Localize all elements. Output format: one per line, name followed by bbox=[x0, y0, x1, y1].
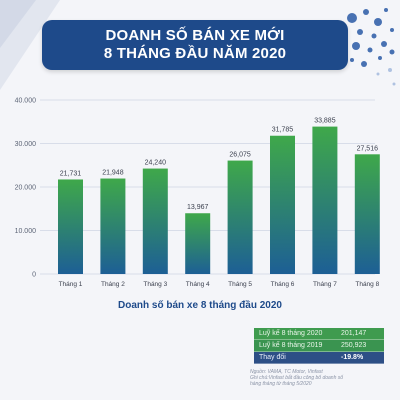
summary-table: Luỹ kế 8 tháng 2020 201,147 Luỹ kế 8 thá… bbox=[254, 328, 384, 364]
title-banner: DOANH SỐ BÁN XE MỚI 8 THÁNG ĐẦU NĂM 2020 bbox=[42, 20, 348, 70]
x-tick-label: Tháng 6 bbox=[271, 281, 295, 288]
note-line: hàng tháng từ tháng 5/2020 bbox=[250, 381, 312, 387]
x-tick-label: Tháng 1 bbox=[59, 281, 83, 288]
x-tick-label: Tháng 3 bbox=[143, 281, 167, 288]
y-tick-label: 40.000 bbox=[15, 98, 37, 105]
summary-row: Thay đổi -19.8% bbox=[254, 352, 384, 364]
bar bbox=[142, 168, 168, 274]
source-note: Nguồn: VAMA, TC Motor, Vinfast Ghi chú:V… bbox=[250, 369, 390, 387]
chart-title: Doanh số bán xe 8 tháng đầu 2020 bbox=[118, 300, 282, 311]
note-line: Ghi chú:Vinfast bắt đầu công bố doanh số bbox=[250, 375, 344, 381]
summary-label: Thay đổi bbox=[259, 354, 286, 361]
bar-value-label: 21,948 bbox=[102, 170, 124, 177]
page-title: DOANH SỐ BÁN XE MỚI 8 THÁNG ĐẦU NĂM 2020 bbox=[42, 27, 348, 63]
x-tick-label: Tháng 5 bbox=[228, 281, 252, 288]
y-tick-label: 20.000 bbox=[15, 185, 37, 192]
summary-value: 250,923 bbox=[341, 342, 367, 349]
bar-value-label: 21,731 bbox=[60, 170, 82, 177]
y-tick-label: 0 bbox=[32, 272, 36, 279]
x-tick-label: Tháng 8 bbox=[355, 281, 379, 288]
bar bbox=[312, 126, 338, 274]
x-tick-label: Tháng 4 bbox=[186, 281, 210, 288]
y-tick-label: 30.000 bbox=[15, 141, 37, 148]
bar-value-label: 27,516 bbox=[357, 145, 379, 152]
bar bbox=[354, 154, 380, 274]
summary-row: Luỹ kế 8 tháng 2019 250,923 bbox=[254, 340, 384, 352]
summary-change-value: -19.8% bbox=[341, 354, 364, 361]
bar-value-label: 31,785 bbox=[272, 127, 294, 134]
bar bbox=[58, 179, 83, 274]
title-line-2: 8 THÁNG ĐẦU NĂM 2020 bbox=[103, 45, 287, 62]
title-line-1: DOANH SỐ BÁN XE MỚI bbox=[105, 27, 285, 44]
bar-value-label: 26,075 bbox=[229, 152, 251, 159]
bar-value-label: 24,240 bbox=[145, 160, 167, 167]
summary-value: 201,147 bbox=[341, 330, 367, 337]
bar bbox=[185, 213, 211, 274]
x-tick-label: Tháng 7 bbox=[313, 281, 337, 288]
bar bbox=[270, 135, 295, 274]
bar bbox=[227, 160, 253, 274]
summary-label: Luỹ kế 8 tháng 2019 bbox=[259, 342, 323, 349]
summary-row: Luỹ kế 8 tháng 2020 201,147 bbox=[254, 328, 384, 340]
bar-value-label: 13,967 bbox=[187, 204, 209, 211]
source-line: Nguồn: VAMA, TC Motor, Vinfast bbox=[250, 369, 323, 375]
bar-value-label: 33,885 bbox=[314, 118, 336, 125]
summary-label: Luỹ kế 8 tháng 2020 bbox=[259, 330, 323, 337]
bar-chart: 0 10.000 20.000 30.000 40.000 21,731 Tháng 1 2… bbox=[15, 98, 380, 288]
bar bbox=[100, 178, 126, 274]
y-tick-label: 10.000 bbox=[15, 228, 37, 235]
x-tick-label: Tháng 2 bbox=[101, 281, 125, 288]
